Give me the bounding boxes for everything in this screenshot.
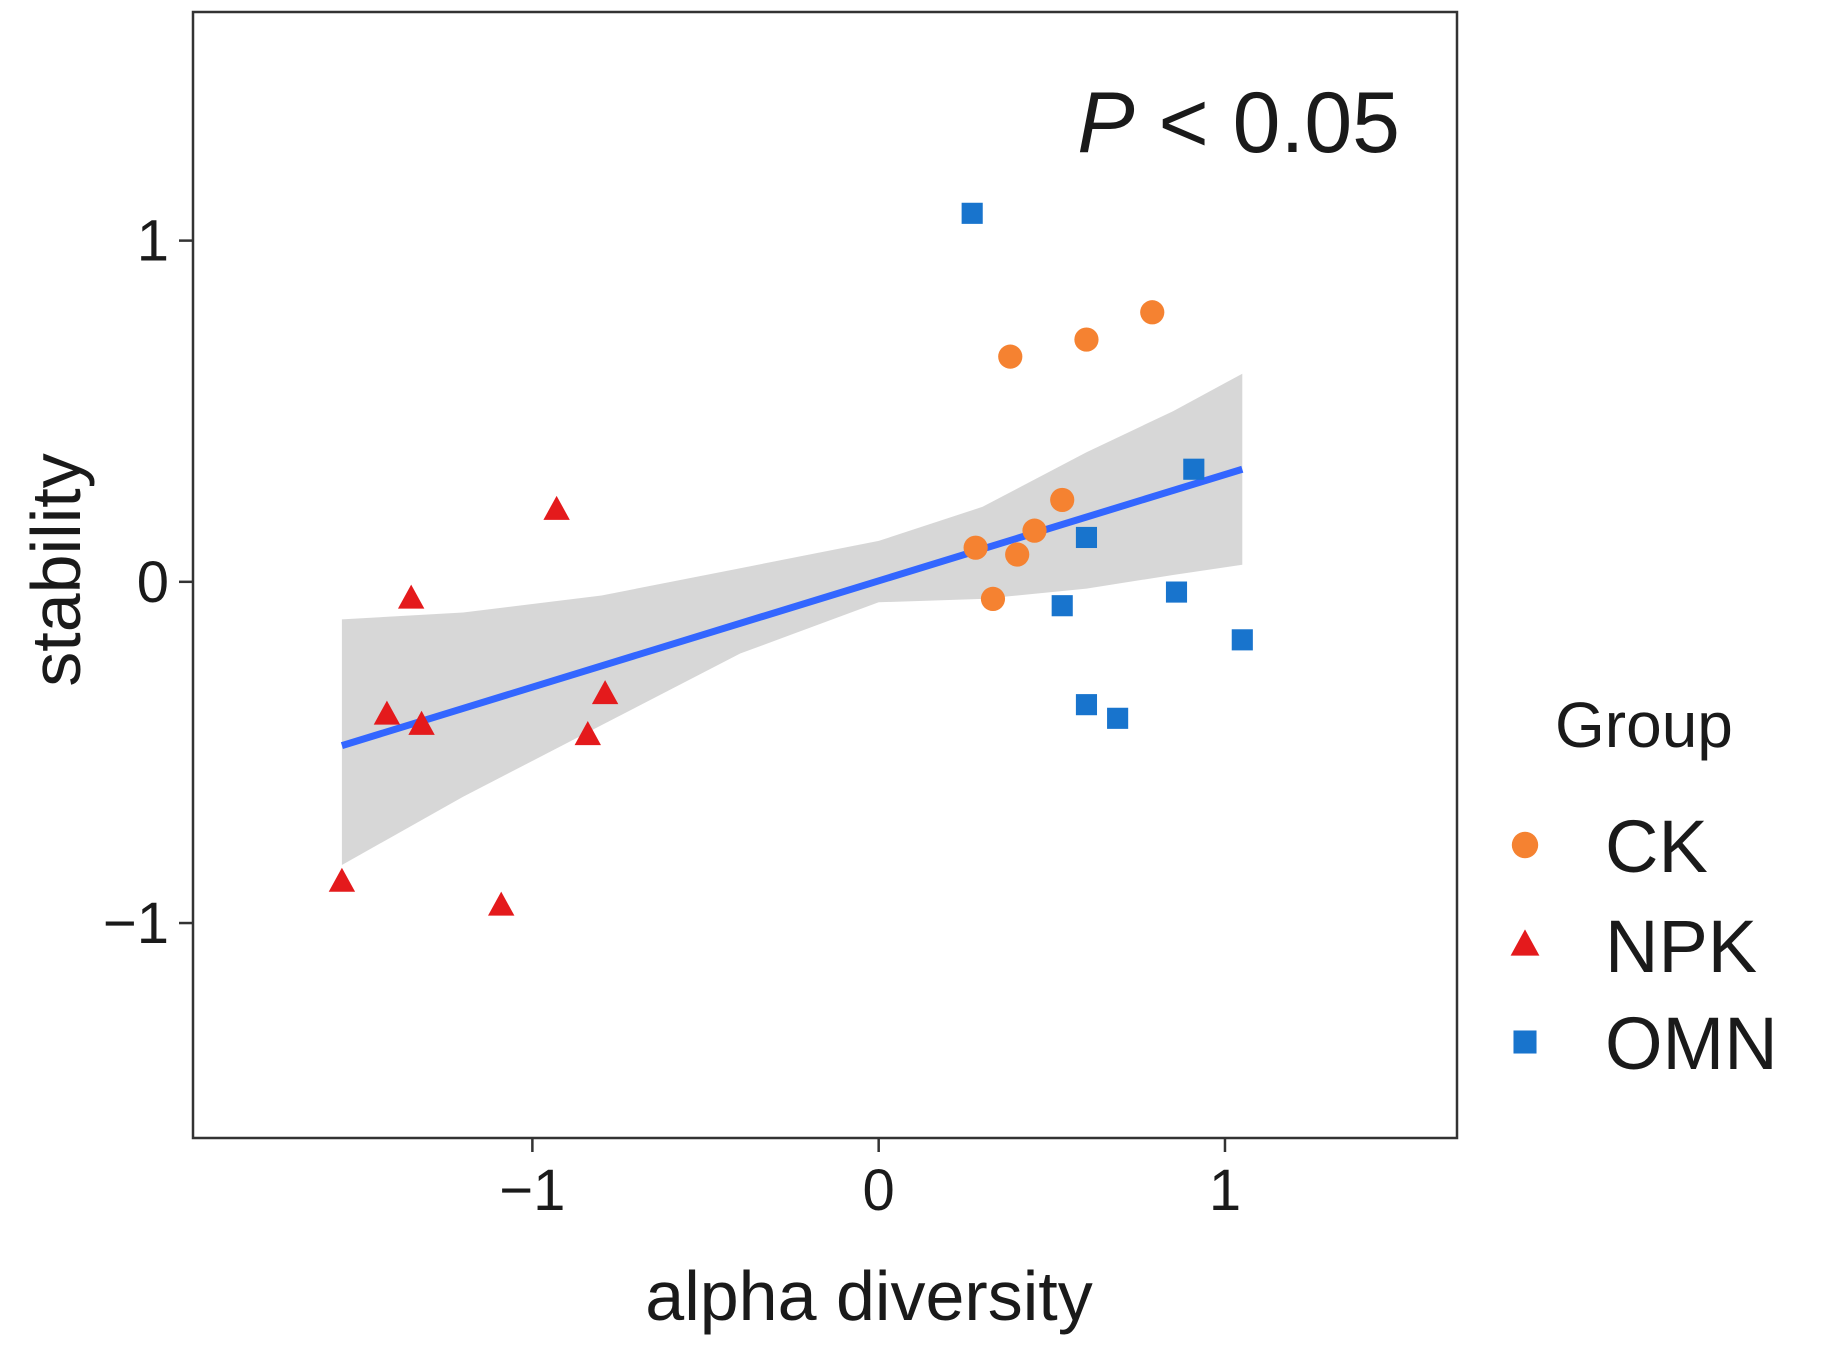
legend-key-npk — [1510, 929, 1540, 956]
plot-panel-border — [191, 10, 1459, 1140]
data-point-npk — [328, 867, 356, 892]
p-value-symbol: P — [1077, 75, 1134, 171]
y-tick-label: 1 — [137, 209, 169, 274]
data-point-npk — [373, 700, 401, 725]
legend-label-omn: OMN — [1605, 1002, 1778, 1085]
data-point-omn — [1165, 581, 1188, 603]
confidence-band — [341, 373, 1243, 865]
data-point-ck — [963, 535, 988, 560]
legend-label-npk: NPK — [1605, 905, 1757, 988]
data-point-npk — [543, 495, 570, 520]
y-axis-ticks: −1 0 1 — [103, 209, 193, 956]
data-point-ck — [1140, 300, 1165, 325]
data-point-omn — [961, 202, 983, 224]
y-tick-label: −1 — [103, 891, 169, 956]
data-point-omn — [1183, 458, 1205, 480]
legend-key-omn — [1513, 1030, 1537, 1054]
data-point-omn — [1075, 694, 1098, 716]
data-point-ck — [980, 586, 1006, 611]
x-axis-ticks: −1 0 1 — [499, 1138, 1241, 1223]
x-axis-title: alpha diversity — [645, 1257, 1092, 1335]
data-point-omn — [1051, 595, 1073, 617]
data-point-ck — [998, 344, 1023, 369]
legend-items: CK NPK OMN — [1510, 805, 1778, 1085]
data-point-ck — [1022, 518, 1047, 543]
y-axis-title: stability — [17, 453, 95, 686]
data-point-omn — [1075, 526, 1098, 549]
data-point-npk — [408, 710, 435, 735]
p-value-text: < 0.05 — [1135, 75, 1400, 171]
data-point-npk — [591, 680, 619, 705]
legend-key-ck — [1511, 831, 1539, 859]
fit-line-layer — [340, 465, 1244, 749]
x-tick-label: 0 — [863, 1158, 895, 1223]
y-tick-label: 0 — [137, 550, 169, 615]
confidence-band-layer — [341, 373, 1243, 865]
data-point-ck — [1074, 327, 1099, 352]
data-point-ck — [1050, 487, 1075, 513]
data-point-omn — [1231, 629, 1253, 651]
x-tick-label: −1 — [499, 1158, 565, 1223]
legend: Group CK NPK OMN — [1510, 689, 1778, 1085]
data-point-ck — [1005, 542, 1030, 567]
regression-line — [340, 465, 1244, 749]
data-point-npk — [574, 721, 601, 746]
data-points-layer — [328, 202, 1253, 916]
x-tick-label: 1 — [1209, 1158, 1241, 1223]
legend-label-ck: CK — [1605, 805, 1708, 888]
p-value-annotation: P < 0.05 — [1077, 75, 1400, 171]
legend-title: Group — [1555, 689, 1733, 761]
data-point-npk — [397, 584, 425, 609]
data-point-npk — [488, 891, 515, 916]
data-point-omn — [1107, 707, 1129, 729]
